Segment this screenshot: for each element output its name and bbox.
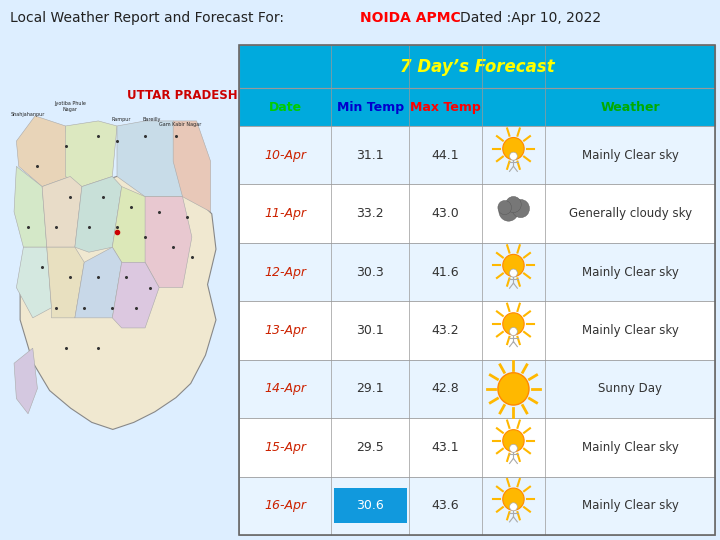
Polygon shape: [17, 247, 52, 318]
FancyBboxPatch shape: [239, 476, 715, 535]
FancyBboxPatch shape: [239, 126, 715, 184]
Text: 11-Apr: 11-Apr: [264, 207, 306, 220]
Polygon shape: [66, 121, 117, 186]
Text: 33.2: 33.2: [356, 207, 384, 220]
FancyBboxPatch shape: [239, 88, 715, 126]
Text: Weather: Weather: [600, 100, 660, 113]
Polygon shape: [14, 348, 37, 414]
Circle shape: [499, 201, 518, 221]
Text: Mainly Clear sky: Mainly Clear sky: [582, 441, 678, 454]
Text: 30.6: 30.6: [356, 500, 384, 512]
Text: Mainly Clear sky: Mainly Clear sky: [582, 266, 678, 279]
Text: 41.6: 41.6: [431, 266, 459, 279]
Circle shape: [510, 327, 518, 335]
Text: 16-Apr: 16-Apr: [264, 500, 306, 512]
Text: 44.1: 44.1: [431, 148, 459, 161]
Text: Bareilly: Bareilly: [143, 117, 161, 122]
FancyBboxPatch shape: [333, 488, 407, 523]
Text: Gam Kabir Nagar: Gam Kabir Nagar: [159, 122, 202, 127]
FancyBboxPatch shape: [239, 45, 715, 88]
Circle shape: [510, 269, 518, 277]
Text: 43.0: 43.0: [431, 207, 459, 220]
Text: 10-Apr: 10-Apr: [264, 148, 306, 161]
Text: Rampur: Rampur: [112, 117, 132, 122]
Circle shape: [510, 503, 518, 511]
Text: Min Temp: Min Temp: [336, 100, 404, 113]
Text: Date: Date: [269, 100, 302, 113]
Circle shape: [498, 200, 511, 214]
Polygon shape: [112, 262, 159, 328]
Text: Sunny Day: Sunny Day: [598, 382, 662, 395]
Text: 14-Apr: 14-Apr: [264, 382, 306, 395]
FancyBboxPatch shape: [239, 184, 715, 243]
Polygon shape: [75, 177, 122, 252]
Polygon shape: [117, 121, 192, 197]
Circle shape: [505, 197, 521, 213]
Text: Jyotiba Phule
Nagar: Jyotiba Phule Nagar: [54, 101, 86, 112]
Polygon shape: [17, 116, 71, 186]
FancyBboxPatch shape: [239, 243, 715, 301]
Text: Mainly Clear sky: Mainly Clear sky: [582, 148, 678, 161]
Text: Shahjahanpur: Shahjahanpur: [11, 112, 45, 117]
Circle shape: [503, 430, 524, 452]
Polygon shape: [112, 186, 159, 262]
Circle shape: [512, 199, 529, 218]
Circle shape: [510, 444, 518, 453]
Polygon shape: [14, 166, 47, 247]
Text: 29.1: 29.1: [356, 382, 384, 395]
FancyBboxPatch shape: [239, 301, 715, 360]
Polygon shape: [42, 177, 82, 247]
Text: 43.6: 43.6: [431, 500, 459, 512]
Polygon shape: [20, 171, 216, 429]
Circle shape: [503, 254, 524, 276]
Polygon shape: [47, 247, 84, 318]
Text: Dated :Apr 10, 2022: Dated :Apr 10, 2022: [460, 11, 601, 25]
Text: 29.5: 29.5: [356, 441, 384, 454]
Circle shape: [503, 488, 524, 510]
Text: 31.1: 31.1: [356, 148, 384, 161]
Text: 30.3: 30.3: [356, 266, 384, 279]
Polygon shape: [173, 121, 210, 212]
Text: Mainly Clear sky: Mainly Clear sky: [582, 500, 678, 512]
Text: 13-Apr: 13-Apr: [264, 324, 306, 337]
Circle shape: [503, 138, 524, 160]
Text: UTTAR PRADESH: UTTAR PRADESH: [127, 89, 238, 102]
Text: 12-Apr: 12-Apr: [264, 266, 306, 279]
FancyBboxPatch shape: [239, 360, 715, 418]
Text: NOIDA APMC: NOIDA APMC: [360, 11, 461, 25]
Text: 43.1: 43.1: [431, 441, 459, 454]
Polygon shape: [145, 197, 192, 287]
Polygon shape: [75, 247, 122, 318]
Text: 7 Day’s Forecast: 7 Day’s Forecast: [400, 58, 554, 76]
Text: Mainly Clear sky: Mainly Clear sky: [582, 324, 678, 337]
FancyBboxPatch shape: [239, 418, 715, 476]
Text: Generally cloudy sky: Generally cloudy sky: [569, 207, 692, 220]
Circle shape: [510, 152, 518, 160]
Text: 30.1: 30.1: [356, 324, 384, 337]
Circle shape: [503, 313, 524, 335]
Text: 42.8: 42.8: [431, 382, 459, 395]
Text: 15-Apr: 15-Apr: [264, 441, 306, 454]
Text: Local Weather Report and Forecast For:: Local Weather Report and Forecast For:: [10, 11, 289, 25]
Text: 43.2: 43.2: [431, 324, 459, 337]
Text: Max Temp: Max Temp: [410, 100, 481, 113]
Circle shape: [498, 373, 529, 405]
